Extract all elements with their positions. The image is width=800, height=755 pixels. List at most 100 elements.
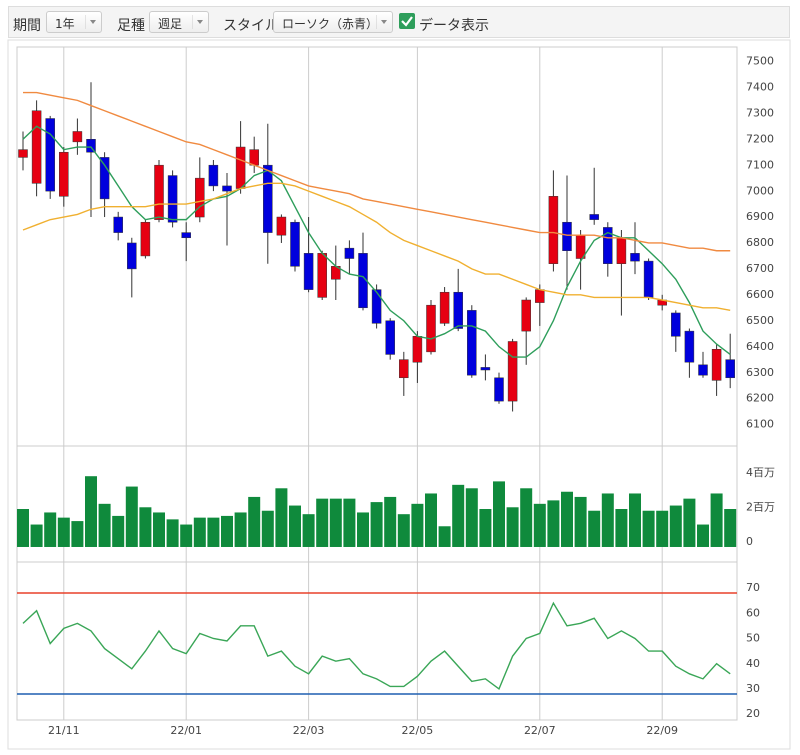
volume-bar — [370, 502, 383, 547]
candle-body — [439, 291, 450, 324]
candle-body — [317, 253, 327, 298]
dropdown-arrow — [376, 15, 387, 29]
volume-bar — [139, 507, 152, 547]
volume-bar — [588, 510, 601, 547]
check-icon — [401, 16, 413, 27]
volume-bar — [425, 493, 437, 547]
volume-bar — [248, 496, 261, 547]
volume-bar — [384, 496, 397, 547]
candle-body — [140, 221, 151, 257]
volume-bar — [493, 481, 505, 547]
candle-body — [235, 146, 246, 189]
volume-bar — [656, 510, 669, 547]
y-tick-label: 7000 — [746, 184, 774, 197]
candle-body — [575, 234, 586, 259]
candle-body — [507, 341, 518, 402]
volume-bar — [261, 510, 274, 547]
volume-bar — [125, 486, 138, 547]
moving-average-line — [22, 182, 731, 312]
y-tick-label: 50 — [746, 632, 760, 645]
volume-bar — [683, 498, 696, 547]
candle-body — [603, 227, 613, 264]
volume-bar — [411, 503, 424, 547]
y-tick-label: 7500 — [746, 55, 774, 68]
candle-body — [589, 214, 599, 220]
candle-body — [671, 312, 681, 337]
volume-bar — [479, 509, 492, 547]
volume-bar — [697, 524, 709, 547]
y-tick-label: 7100 — [746, 158, 774, 171]
period-select[interactable]: 1年 — [46, 11, 102, 33]
candle-body — [113, 216, 123, 233]
candle-body — [453, 291, 463, 329]
candle-body — [127, 242, 137, 270]
candle-body — [358, 253, 368, 309]
volume-bar — [357, 512, 369, 547]
style-label: スタイル — [223, 18, 279, 34]
candle-body — [399, 359, 409, 379]
x-tick-label: 22/03 — [293, 724, 325, 737]
x-tick-label: 22/09 — [646, 724, 678, 737]
volume-bar — [465, 488, 478, 547]
candle-body — [222, 185, 232, 192]
candle-body — [548, 196, 559, 264]
volume-bar — [343, 498, 356, 547]
candle-body — [344, 247, 355, 259]
candle-body — [684, 330, 695, 363]
y-tick-label: 6600 — [746, 288, 774, 301]
volume-bar — [71, 521, 84, 547]
candle-body — [480, 367, 491, 371]
data-display-checkbox[interactable] — [399, 13, 415, 29]
candle-body — [72, 131, 83, 143]
volume-bar — [221, 515, 233, 547]
volume-bar — [724, 509, 737, 547]
volume-bar — [234, 512, 247, 547]
volume-bar — [710, 493, 723, 547]
y-tick-label: 6800 — [746, 236, 774, 249]
y-tick-label: 6100 — [746, 418, 774, 431]
y-tick-label: 6500 — [746, 314, 774, 327]
candle-body — [181, 232, 191, 239]
volume-bar — [615, 509, 628, 547]
volume-bar — [329, 498, 342, 547]
y-tick-label: 6300 — [746, 366, 774, 379]
candle-body — [494, 377, 504, 402]
bar-type-select[interactable]: 週足 — [149, 11, 209, 33]
candle-body — [276, 216, 287, 236]
volume-bar — [506, 507, 519, 547]
candle-body — [643, 260, 654, 298]
dropdown-arrow — [85, 15, 96, 29]
y-tick-label: 6200 — [746, 392, 774, 405]
volume-bar — [112, 515, 125, 547]
chart-frame — [7, 39, 791, 750]
y-tick-label: 6900 — [746, 210, 774, 223]
volume-bar — [180, 524, 193, 547]
x-tick-label: 21/11 — [48, 724, 80, 737]
candle-body — [521, 299, 531, 332]
volume-bar — [207, 517, 220, 547]
period-label: 期間 — [13, 18, 41, 34]
candle-body — [154, 164, 164, 220]
y-tick-label: 30 — [746, 682, 760, 695]
moving-average-line — [22, 125, 731, 358]
style-select[interactable]: ローソク（赤青） — [273, 11, 393, 33]
bar-type-value: 週足 — [158, 17, 183, 31]
candle-body — [711, 349, 722, 381]
toolbar: 期間 1年 足種 週足 スタイル ローソク（赤青） データ表示 — [8, 6, 790, 38]
y-tick-label: 7200 — [746, 132, 774, 145]
candle-body — [426, 304, 436, 353]
volume-bar — [561, 491, 573, 547]
volume-bar — [44, 512, 57, 547]
x-tick-label: 22/01 — [170, 724, 202, 737]
volume-bar — [601, 493, 614, 547]
volume-bar — [85, 476, 97, 547]
y-tick-label: 60 — [746, 606, 760, 619]
volume-bar — [98, 503, 111, 547]
volume-bar — [642, 510, 655, 547]
candle-body — [59, 151, 69, 197]
x-tick-label: 22/05 — [402, 724, 434, 737]
y-tick-label: 6400 — [746, 340, 774, 353]
y-tick-label: 2百万 — [746, 500, 775, 513]
volume-bar — [533, 503, 546, 547]
volume-bar — [289, 505, 301, 547]
